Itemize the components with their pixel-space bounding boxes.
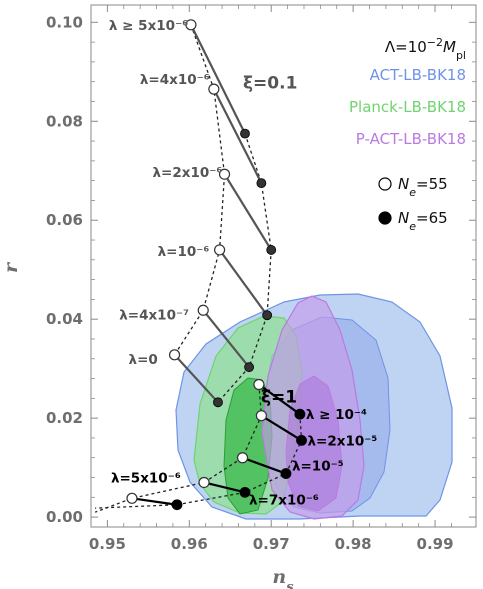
dashed-curve-ne65-xi-0.1 [217,133,272,403]
marker-ne55-xi1-4 [126,492,138,504]
y-tick-label-1: 0.02 [46,409,83,427]
label-xi1-0: λ ≥ 10⁻⁴ [306,407,367,423]
series-label-xi-1: ξ=1 [261,388,297,408]
label-xi1-2: λ=10⁻⁵ [292,459,344,475]
label-xi1-1: λ=2x10⁻⁵ [308,433,378,449]
label-xi01-5: λ=0 [129,352,158,368]
marker-ne65-xi1-4 [171,499,183,511]
legend-contour-2: P-ACT-LB-BK18 [356,130,466,148]
label-xi01-1: λ=4x10⁻⁶ [140,72,210,88]
series-label-xi-0.1: ξ=0.1 [243,74,297,94]
marker-ne65-xi01-1 [256,178,267,189]
label-xi1-3: λ=7x10⁻⁶ [249,492,319,508]
marker-ne55-xi1-1 [255,410,267,422]
marker-ne55-xi01-2 [218,168,231,180]
marker-ne55-xi1-2 [236,452,249,464]
legend-marker-filled [378,211,392,225]
segment-xi01-3 [218,249,269,316]
x-tick-label-0: 0.95 [89,535,126,553]
legend: Λ=10−2Mpl ACT-LB-BK18 Planck-LB-BK18 P-ACT-… [349,36,466,233]
legend-marker-label-1: Ne=65 [398,209,448,233]
dashed-curve-ne55-xi-0.1 [174,24,226,356]
marker-ne65-xi01-5 [213,397,223,408]
label-xi1-4: λ=5x10⁻⁶ [111,470,181,486]
trajectory-curves [94,24,303,513]
segment-xi01-2 [223,173,273,251]
legend-marker-label-0: Ne=55 [398,175,448,199]
segment-xi1-3 [203,481,246,494]
x-tick-label-4: 0.99 [417,535,454,553]
legend-constant: Λ=10−2Mpl [385,36,466,62]
y-tick-label-2: 0.04 [46,310,83,328]
marker-ne55-xi1-0 [253,378,265,391]
y-axis-title: r [0,261,22,273]
marker-ne55-xi1-3 [198,476,210,489]
marker-ne55-xi01-1 [208,83,220,95]
y-tick-label-3: 0.06 [46,211,83,229]
x-tick-label-3: 0.98 [335,535,372,553]
legend-contour-0: ACT-LB-BK18 [370,66,466,84]
marker-ne65-xi01-3 [262,310,273,321]
marker-ne65-xi1-1 [296,435,307,446]
segment-xi01-4 [202,309,250,368]
marker-ne55-xi01-0 [185,19,197,31]
label-xi01-4: λ=4x10⁻⁷ [119,307,189,323]
segment-xi01-0 [189,24,246,135]
marker-ne65-xi01-0 [240,128,250,139]
label-xi01-0: λ ≥ 5x10⁻⁶ [109,18,188,34]
x-axis-title: ns [272,566,294,589]
segment-xi1-1 [260,414,303,442]
dashed-curve-ne65-xi-1 [95,414,303,509]
marker-ne55-xi01-4 [197,304,209,316]
legend-contour-1: Planck-LB-BK18 [349,98,466,116]
label-xi01-2: λ=2x10⁻⁶ [153,165,223,181]
marker-ne55-xi01-5 [168,349,181,361]
marker-ne55-xi01-3 [214,244,226,256]
marker-ne65-xi1-3 [239,486,251,498]
data-points [126,19,307,511]
y-tick-label-0: 0.00 [46,508,83,526]
marker-ne65-xi01-4 [244,362,254,373]
segment-xi1-0 [258,383,301,416]
marker-ne65-xi01-2 [266,245,277,255]
segment-xi1-4 [131,497,178,506]
segment-xi01-5 [173,354,219,404]
legend-marker-open [378,177,392,191]
y-tick-label-4: 0.08 [46,112,83,130]
marker-ne65-xi1-2 [280,468,292,479]
x-tick-label-1: 0.96 [171,535,208,553]
x-tick-label-2: 0.97 [253,535,290,553]
label-xi01-3: λ=10⁻⁶ [158,244,210,260]
segment-xi01-1 [212,88,263,184]
y-tick-label-5: 0.10 [46,13,83,31]
marker-ne65-xi1-0 [294,408,306,420]
plot-frame [90,4,477,528]
segment-xi1-2 [242,456,287,475]
point-labels: λ ≥ 5x10⁻⁶ λ=4x10⁻⁶ λ=2x10⁻⁶ λ=10⁻⁶ λ=4x10⁻⁷… [109,18,377,509]
